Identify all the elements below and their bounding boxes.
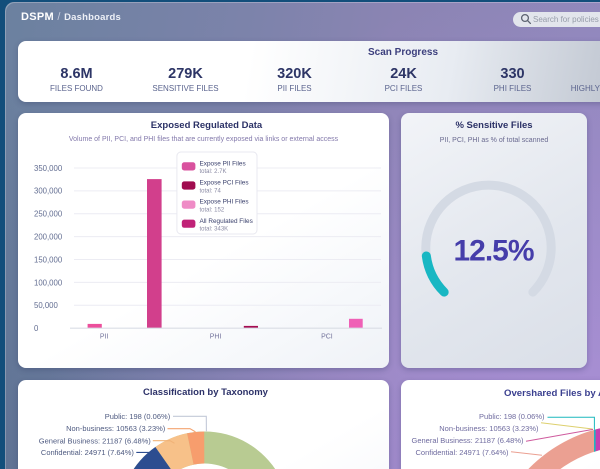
svg-text:Public: 198 (0.06%): Public: 198 (0.06%)	[105, 412, 171, 421]
svg-text:Non-business: 10563 (3.23%): Non-business: 10563 (3.23%)	[66, 424, 166, 433]
svg-text:total: 74: total: 74	[200, 188, 222, 194]
svg-text:General Business: 21187 (6.48%: General Business: 21187 (6.48%)	[411, 436, 524, 445]
svg-text:total: 2.7K: total: 2.7K	[200, 169, 227, 175]
svg-text:150,000: 150,000	[34, 255, 63, 264]
svg-text:PII: PII	[100, 333, 109, 340]
svg-text:All Regulated Files: All Regulated Files	[200, 218, 253, 225]
svg-text:Public: 198 (0.06%): Public: 198 (0.06%)	[479, 412, 545, 421]
svg-text:0: 0	[34, 324, 39, 333]
svg-text:total: 343K: total: 343K	[200, 227, 229, 233]
svg-text:Non-business: 10563 (3.23%): Non-business: 10563 (3.23%)	[439, 424, 539, 433]
svg-text:Confidential: 24971 (7.64%): Confidential: 24971 (7.64%)	[41, 448, 134, 457]
svg-text:350,000: 350,000	[34, 164, 63, 173]
svg-text:Expose PHI Files: Expose PHI Files	[200, 199, 249, 206]
svg-text:12.5%: 12.5%	[453, 235, 533, 268]
svg-text:PHI: PHI	[210, 333, 222, 340]
svg-text:Confidential: 24971 (7.64%): Confidential: 24971 (7.64%)	[416, 448, 509, 457]
svg-text:General Business: 21187 (6.48%: General Business: 21187 (6.48%)	[39, 436, 152, 445]
svg-text:300,000: 300,000	[34, 187, 63, 196]
svg-text:Expose PII Files: Expose PII Files	[200, 161, 246, 168]
svg-text:PCI: PCI	[321, 333, 333, 340]
svg-text:100,000: 100,000	[34, 278, 63, 287]
svg-text:Expose PCI Files: Expose PCI Files	[200, 180, 249, 187]
svg-text:50,000: 50,000	[34, 301, 59, 310]
svg-text:250,000: 250,000	[34, 210, 63, 219]
svg-text:200,000: 200,000	[34, 233, 63, 242]
svg-text:total: 152: total: 152	[200, 207, 225, 213]
